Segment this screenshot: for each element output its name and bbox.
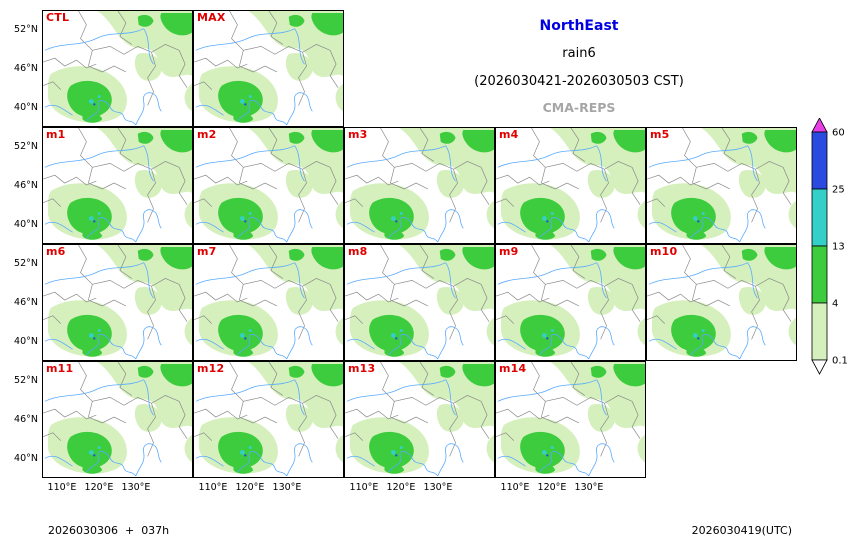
y-axis-tick-label: 52°N [14,258,38,269]
valid-time-text: 2026030419(UTC) 2026030503(CST) [692,495,792,541]
map-art [194,245,343,360]
panel-label: m9 [499,245,519,258]
map-panel-m6: m6 [42,244,193,361]
panel-label: m4 [499,128,519,141]
x-axis-tick-label: 110°E [198,482,228,493]
x-axis-tick-label: 120°E [386,482,416,493]
map-panel-m4: m4 [495,127,646,244]
panel-label: CTL [46,11,70,24]
title-region: NorthEast [539,18,619,34]
map-panel-m7: m7 [193,244,344,361]
map-art [194,11,343,126]
map-art [345,245,494,360]
svg-text:25: 25 [832,185,845,196]
svg-text:0.1: 0.1 [832,356,848,367]
map-art [345,128,494,243]
map-panel-m10: m10 [646,244,797,361]
panel-label: m10 [650,245,678,258]
panel-label: m12 [197,362,225,375]
valid-time-utc: 2026030419(UTC) [691,524,792,537]
map-panel-CTL: CTL [42,10,193,127]
x-axis-tick-label: 130°E [423,482,453,493]
title-period: (2026030421-2026030503 CST) [474,74,684,89]
colorbar: 60 25 13 4 0.1 [810,117,856,380]
y-axis-tick-label: 46°N [14,297,38,308]
panel-label: m1 [46,128,66,141]
map-panel-m3: m3 [344,127,495,244]
init-time-text: 2026030306 + 037h 2026030314 + 037h [48,495,169,541]
map-art [43,128,192,243]
y-axis-tick-label: 40°N [14,336,38,347]
map-art [43,362,192,477]
y-axis-tick-label: 52°N [14,375,38,386]
x-axis-tick-label: 120°E [84,482,114,493]
y-axis-tick-label: 46°N [14,180,38,191]
x-axis-tick-label: 110°E [47,482,77,493]
panel-label: m13 [348,362,376,375]
init-time-line-1: 2026030306 + 037h [48,524,170,537]
map-art [194,362,343,477]
title-model: CMA-REPS [542,100,616,115]
map-panel-m5: m5 [646,127,797,244]
panel-label: m2 [197,128,217,141]
map-art [43,11,192,126]
map-panel-MAX: MAX [193,10,344,127]
x-axis-tick-label: 120°E [537,482,567,493]
x-axis-tick-label: 130°E [574,482,604,493]
x-axis-tick-label: 110°E [500,482,530,493]
x-axis-tick-label: 130°E [272,482,302,493]
y-axis-tick-label: 52°N [14,141,38,152]
map-art [496,245,645,360]
map-panel-m12: m12 [193,361,344,478]
panel-label: MAX [197,11,226,24]
map-panel-m1: m1 [42,127,193,244]
y-axis-tick-label: 46°N [14,63,38,74]
panel-label: m5 [650,128,670,141]
map-art [647,245,796,360]
map-panel-m11: m11 [42,361,193,478]
map-panel-m14: m14 [495,361,646,478]
colorbar-scale: 60 25 13 4 0.1 [811,117,848,375]
panel-label: m8 [348,245,368,258]
map-art [496,362,645,477]
map-panel-m8: m8 [344,244,495,361]
map-art [496,128,645,243]
map-panel-m2: m2 [193,127,344,244]
y-axis-tick-label: 52°N [14,24,38,35]
panel-label: m11 [46,362,74,375]
y-axis-tick-label: 40°N [14,453,38,464]
panel-label: m14 [499,362,527,375]
title-block: NorthEast rain6 (2026030421-2026030503 C… [344,16,814,120]
map-panel-m13: m13 [344,361,495,478]
y-axis-tick-label: 40°N [14,102,38,113]
map-art [43,245,192,360]
panel-label: m7 [197,245,217,258]
y-axis-tick-label: 46°N [14,414,38,425]
y-axis-tick-label: 40°N [14,219,38,230]
x-axis-tick-label: 110°E [349,482,379,493]
map-panel-m9: m9 [495,244,646,361]
panel-label: m3 [348,128,368,141]
svg-text:60: 60 [832,128,845,139]
title-variable: rain6 [562,46,596,61]
x-axis-tick-label: 130°E [121,482,151,493]
map-art [194,128,343,243]
svg-text:13: 13 [832,242,845,253]
x-axis-tick-label: 120°E [235,482,265,493]
map-art [647,128,796,243]
panel-label: m6 [46,245,66,258]
map-art [345,362,494,477]
svg-text:4: 4 [832,299,838,310]
